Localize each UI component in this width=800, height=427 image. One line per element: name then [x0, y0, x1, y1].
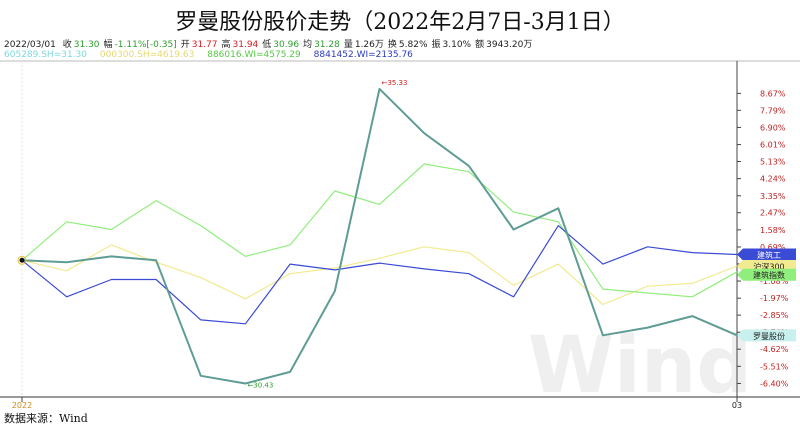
quote-value: -1.11%[-0.35] [114, 40, 177, 50]
x-tick-label: 03 [732, 401, 742, 410]
y-tick-label: -1.97% [760, 294, 789, 303]
legend-item: 605289.SH=31.30 [4, 50, 88, 60]
y-tick-label: -1.08% [760, 277, 789, 286]
legend-item: 886016.WI=4575.29 [207, 50, 301, 60]
quote-label: 振 [431, 40, 441, 50]
quote-date: 2022/03/01 [4, 40, 56, 50]
chart-title: 罗曼股份股价走势（2022年2月7日-3月1日） [175, 10, 625, 35]
quote-label: 低 [262, 40, 272, 50]
series-end-tag-label: 建筑工 [757, 250, 781, 260]
series-end-tag: 罗曼股份 [737, 329, 796, 342]
quote-value: 3.10% [442, 40, 472, 50]
y-tick-label: -4.62% [760, 345, 789, 354]
series-line-886016.WI [21, 163, 738, 298]
series-end-tag-label: 沪深300 [753, 262, 784, 272]
quote-label: 幅 [103, 40, 113, 50]
quote-value: 31.77 [191, 40, 218, 50]
y-tick-label: -5.51% [760, 362, 789, 371]
y-tick-label: 6.01% [760, 141, 786, 150]
start-point-ring [17, 255, 27, 265]
y-tick-label: 5.13% [760, 158, 786, 167]
quote-value: 5.82% [398, 40, 428, 50]
quote-value: 1.26万 [354, 40, 384, 50]
quote-value: 31.94 [232, 40, 259, 50]
series-end-tag-bg [737, 329, 796, 342]
watermark-text: Wind [528, 321, 752, 411]
series-end-tag-bg [737, 248, 796, 261]
y-tick-label: 6.90% [760, 123, 786, 132]
legend-item: 000300.SH=4619.63 [99, 50, 195, 60]
start-point-marker [19, 257, 25, 263]
series-end-tag-bg [737, 268, 796, 281]
series-line-605289.SH [21, 87, 738, 385]
quote-value: 31.28 [314, 40, 340, 50]
series-line-000300.SH [21, 244, 738, 306]
quote-label: 均 [303, 40, 313, 50]
quote-label: 收 [62, 40, 72, 50]
extreme-value-label: ←35.33 [382, 79, 408, 87]
quote-label: 换 [387, 40, 397, 50]
series-line-8841452.WI [21, 225, 738, 325]
series-end-tag-label: 罗曼股份 [753, 331, 785, 341]
y-tick-label: 2.47% [760, 209, 786, 218]
quote-label: 额 [475, 40, 485, 50]
y-tick-label: 1.58% [760, 226, 786, 235]
quote-value: 31.30 [73, 40, 100, 50]
x-tick-label: 2022 [12, 401, 32, 410]
quote-label: 高 [221, 40, 231, 50]
legend: 605289.SH=31.30 000300.SH=4619.63 886016… [4, 50, 423, 60]
y-tick-label: 3.35% [760, 192, 786, 201]
quote-label: 量 [343, 40, 353, 50]
quote-info-bar: 2022/03/01 收 31.30 幅 -1.11%[-0.35] 开 31.77 高 31… [4, 37, 540, 50]
quote-label: 开 [180, 40, 190, 50]
quote-value: 3943.20万 [486, 40, 533, 50]
y-tick-label: 0.69% [760, 243, 786, 252]
y-tick-label: 8.67% [760, 89, 786, 98]
series-end-tag: 建筑工 [737, 248, 796, 261]
series-end-tag: 建筑指数 [737, 268, 796, 281]
y-tick-label: 4.24% [760, 175, 786, 184]
source-note: 数据来源：Wind [4, 412, 88, 425]
series-end-tag-label: 建筑指数 [753, 270, 785, 280]
y-tick-label: -6.40% [760, 379, 789, 388]
y-tick-label: -2.85% [760, 311, 789, 320]
y-tick-label: 7.79% [760, 106, 786, 115]
extreme-value-label: ←30.43 [247, 381, 273, 389]
quote-value: 30.96 [273, 40, 300, 50]
quote-items: 收 31.30 幅 -1.11%[-0.35] 开 31.77 高 31.94 低 30.96 均 3… [63, 40, 537, 50]
legend-item: 8841452.WI=2135.76 [313, 50, 413, 60]
